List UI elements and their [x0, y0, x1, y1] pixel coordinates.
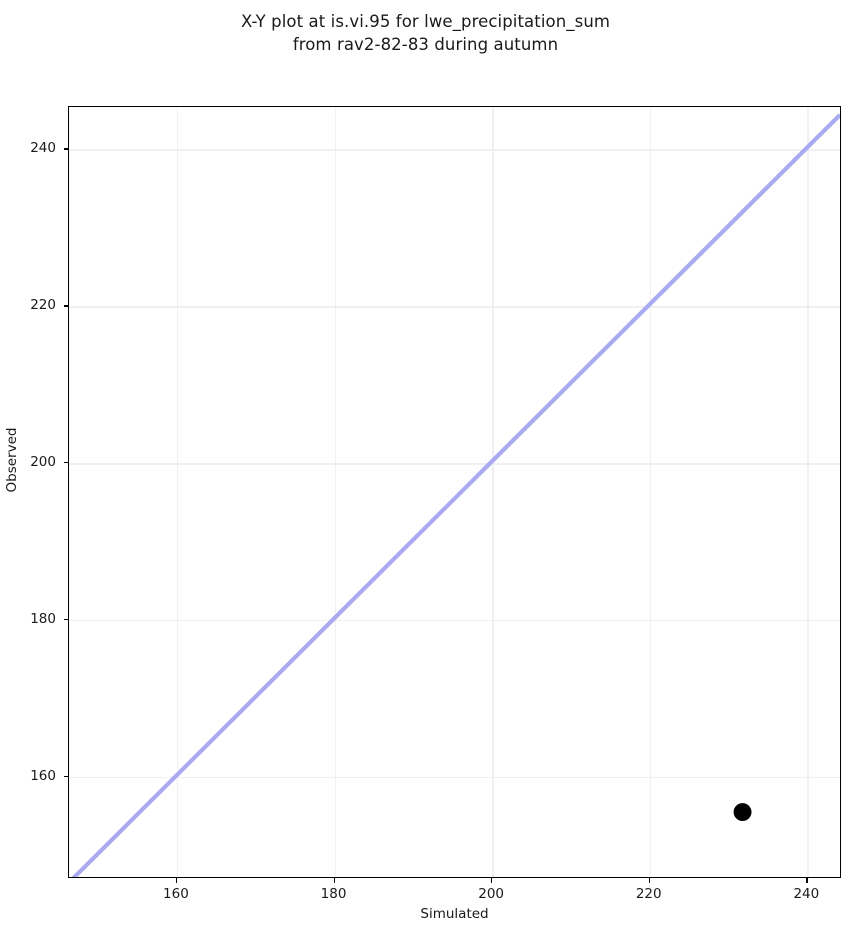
plot-area	[68, 106, 841, 878]
scatter-points-group	[733, 803, 752, 822]
plot-svg	[71, 113, 840, 877]
tick-mark-y-160	[63, 776, 68, 778]
tick-label-y-4: 240	[30, 140, 56, 157]
gridline-vertical-160	[176, 107, 179, 877]
data-point[interactable]	[733, 803, 752, 822]
tick-mark-x-220	[648, 878, 651, 883]
gridline-horizontal-220	[69, 306, 840, 308]
x-axis-label: Simulated	[420, 906, 489, 922]
tick-mark-y-240	[63, 148, 68, 150]
gridline-vertical-220	[649, 107, 652, 877]
tick-label-y-1: 180	[30, 611, 56, 628]
tick-mark-y-180	[63, 619, 68, 621]
gridline-vertical-240	[807, 107, 809, 877]
y-axis-label: Observed	[4, 427, 20, 493]
tick-mark-y-220	[63, 305, 68, 307]
one-to-one-reference-line	[71, 113, 840, 877]
tick-mark-x-240	[806, 878, 808, 883]
gridline-vertical-180	[334, 107, 336, 877]
tick-label-y-0: 160	[30, 768, 56, 784]
gridline-vertical-200	[492, 107, 494, 877]
tick-label-x-3: 220	[635, 886, 662, 902]
tick-mark-x-200	[491, 878, 493, 883]
tick-mark-x-160	[175, 878, 178, 883]
gridline-horizontal-240	[69, 149, 840, 151]
tick-mark-y-200	[63, 462, 68, 464]
gridline-horizontal-200	[69, 463, 840, 465]
gridline-horizontal-160	[69, 777, 840, 779]
tick-label-x-2: 200	[478, 886, 505, 902]
tick-label-x-0: 160	[163, 886, 189, 902]
tick-label-y-2: 200	[30, 454, 56, 471]
tick-label-x-1: 180	[320, 886, 347, 902]
chart-title: X-Y plot at is.vi.95 for lwe_precipitati…	[240, 12, 611, 54]
gridline-horizontal-180	[69, 620, 840, 622]
tick-label-y-3: 220	[30, 297, 56, 314]
tick-mark-x-180	[333, 878, 335, 883]
tick-label-x-4: 240	[793, 886, 820, 902]
